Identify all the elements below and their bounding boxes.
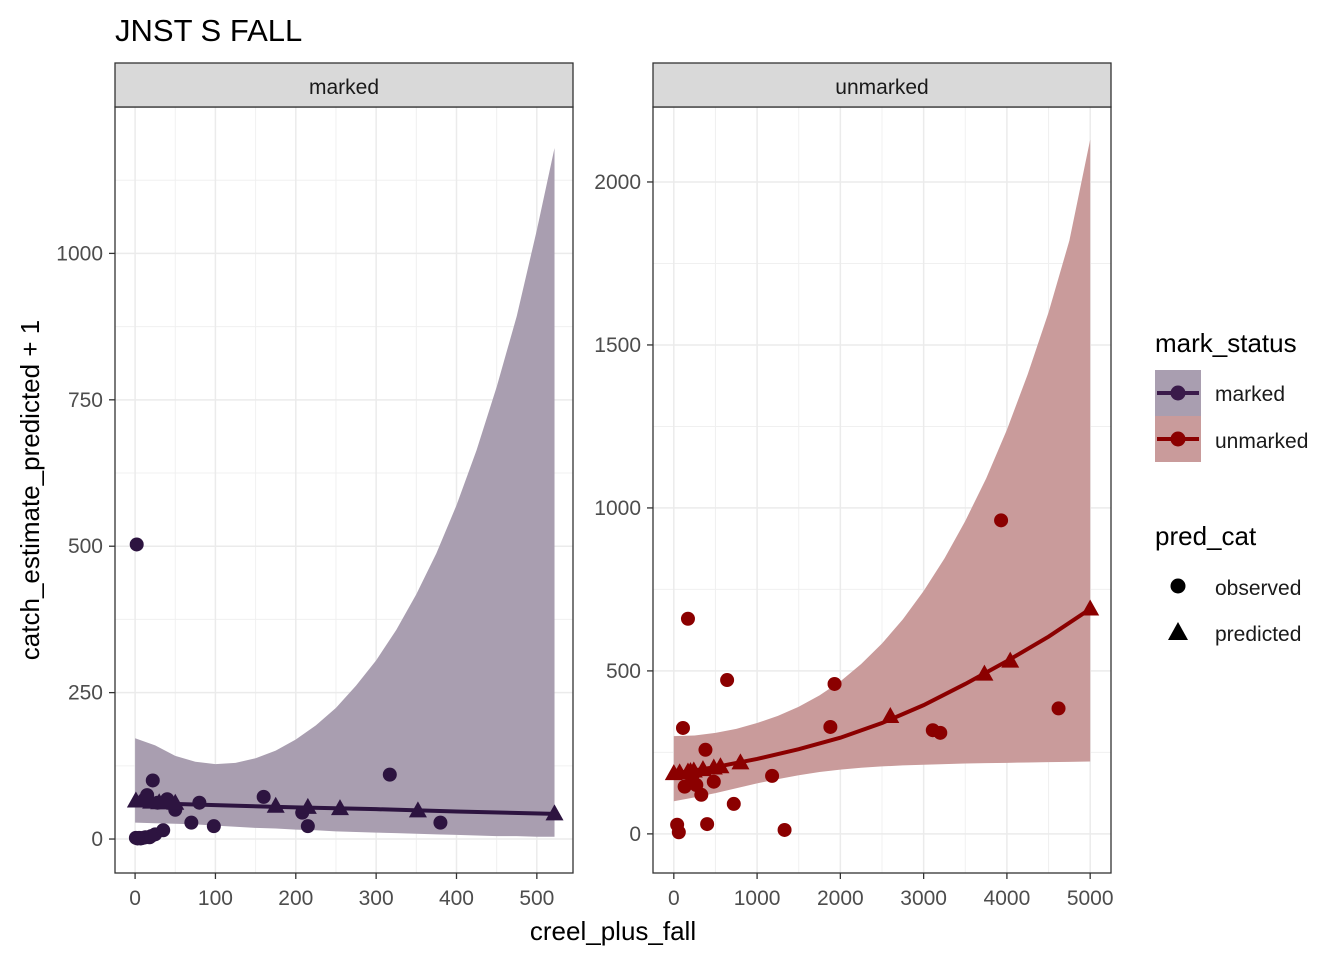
y-axis-label: catch_estimate_predicted + 1 bbox=[15, 320, 45, 660]
legend-title-mark-status: mark_status bbox=[1155, 328, 1297, 358]
observed-point bbox=[129, 537, 144, 552]
legend-item-marked: marked bbox=[1155, 370, 1285, 416]
predicted-point bbox=[408, 801, 427, 818]
observed-point bbox=[1051, 701, 1066, 716]
x-tick-label: 0 bbox=[668, 887, 680, 910]
facet-strip-label: unmarked bbox=[835, 76, 928, 99]
x-axis: 0 1000 2000 3000 4000 5000 bbox=[668, 873, 1114, 910]
legend-label: unmarked bbox=[1215, 430, 1308, 453]
x-tick-label: 200 bbox=[278, 887, 313, 910]
observed-point bbox=[706, 774, 721, 789]
x-axis: 0 100 200 300 400 500 bbox=[129, 873, 554, 910]
confidence-ribbon bbox=[135, 147, 555, 837]
observed-point bbox=[156, 823, 171, 838]
predicted-points bbox=[664, 599, 1100, 781]
observed-point bbox=[671, 825, 686, 840]
predicted-point bbox=[1001, 651, 1020, 668]
observed-point bbox=[823, 719, 838, 734]
facet-strip-label: marked bbox=[309, 76, 379, 99]
y-tick-label: 500 bbox=[606, 660, 641, 683]
x-tick-label: 500 bbox=[519, 887, 554, 910]
predicted-point bbox=[298, 797, 317, 814]
x-tick-label: 100 bbox=[198, 887, 233, 910]
legend-title-pred-cat: pred_cat bbox=[1155, 521, 1257, 551]
legend-item-unmarked: unmarked bbox=[1155, 416, 1308, 462]
predicted-point bbox=[166, 793, 185, 810]
observed-point bbox=[827, 676, 842, 691]
observed-point bbox=[700, 817, 715, 832]
predicted-point bbox=[266, 796, 285, 813]
y-tick-label: 0 bbox=[629, 823, 641, 846]
y-axis: 0 250 500 750 1000 bbox=[56, 242, 115, 851]
predicted-point bbox=[1081, 599, 1100, 616]
y-tick-label: 2000 bbox=[594, 171, 641, 194]
y-tick-label: 1000 bbox=[594, 497, 641, 520]
x-tick-label: 2000 bbox=[817, 887, 864, 910]
y-tick-label: 0 bbox=[91, 828, 103, 851]
x-tick-label: 5000 bbox=[1067, 887, 1114, 910]
observed-point bbox=[698, 742, 713, 757]
legend-label: marked bbox=[1215, 383, 1285, 406]
x-tick-label: 400 bbox=[439, 887, 474, 910]
observed-point bbox=[720, 673, 735, 688]
y-axis: 0 500 1000 1500 2000 bbox=[594, 171, 653, 846]
observed-point bbox=[192, 795, 207, 810]
y-tick-label: 250 bbox=[68, 682, 103, 705]
legend: mark_status marked unmarked pred_cat obs… bbox=[1155, 328, 1308, 646]
x-tick-label: 4000 bbox=[984, 887, 1031, 910]
y-tick-label: 500 bbox=[68, 535, 103, 558]
observed-point bbox=[777, 822, 792, 837]
observed-point bbox=[184, 815, 199, 830]
x-axis-label: creel_plus_fall bbox=[530, 916, 696, 946]
x-tick-label: 0 bbox=[129, 887, 141, 910]
observed-point bbox=[300, 819, 315, 834]
confidence-ribbon bbox=[673, 139, 1091, 802]
circle-shape-icon bbox=[1170, 578, 1186, 594]
observed-point bbox=[933, 725, 948, 740]
predicted-point bbox=[545, 804, 564, 821]
observed-point bbox=[382, 767, 397, 782]
chart-title: JNST S FALL bbox=[115, 13, 302, 48]
y-tick-label: 1000 bbox=[56, 242, 103, 265]
legend-item-predicted: predicted bbox=[1168, 622, 1301, 646]
triangle-shape-icon bbox=[1168, 622, 1188, 640]
observed-points bbox=[670, 513, 1066, 840]
facet-strip bbox=[114, 62, 574, 108]
observed-point bbox=[694, 787, 709, 802]
legend-key-point bbox=[1170, 385, 1186, 401]
predicted-point bbox=[731, 753, 750, 770]
x-tick-label: 300 bbox=[359, 887, 394, 910]
legend-label: predicted bbox=[1215, 623, 1301, 646]
legend-item-observed: observed bbox=[1170, 577, 1301, 600]
observed-point bbox=[256, 789, 271, 804]
observed-point bbox=[433, 815, 448, 830]
panel-unmarked: unmarked 0 1000 2000 3000 4000 5000 0 500 1000 1… bbox=[594, 62, 1114, 910]
x-tick-label: 1000 bbox=[734, 887, 781, 910]
legend-label: observed bbox=[1215, 577, 1301, 600]
y-tick-label: 750 bbox=[68, 389, 103, 412]
observed-point bbox=[145, 773, 160, 788]
facet-strip bbox=[652, 62, 1112, 108]
panel-marked: marked 0 100 200 300 400 500 0 250 500 750 1000 bbox=[56, 62, 574, 910]
observed-point bbox=[726, 796, 741, 811]
predicted-points bbox=[126, 791, 564, 821]
y-tick-label: 1500 bbox=[594, 334, 641, 357]
observed-point bbox=[675, 720, 690, 735]
predicted-point bbox=[975, 664, 994, 681]
observed-point bbox=[680, 611, 695, 626]
observed-point bbox=[994, 513, 1009, 528]
observed-point bbox=[206, 819, 221, 834]
predicted-point bbox=[881, 707, 900, 724]
predicted-point bbox=[711, 757, 730, 774]
predicted-point bbox=[330, 799, 349, 816]
legend-key-point bbox=[1170, 431, 1186, 447]
x-tick-label: 3000 bbox=[900, 887, 947, 910]
observed-point bbox=[765, 768, 780, 783]
